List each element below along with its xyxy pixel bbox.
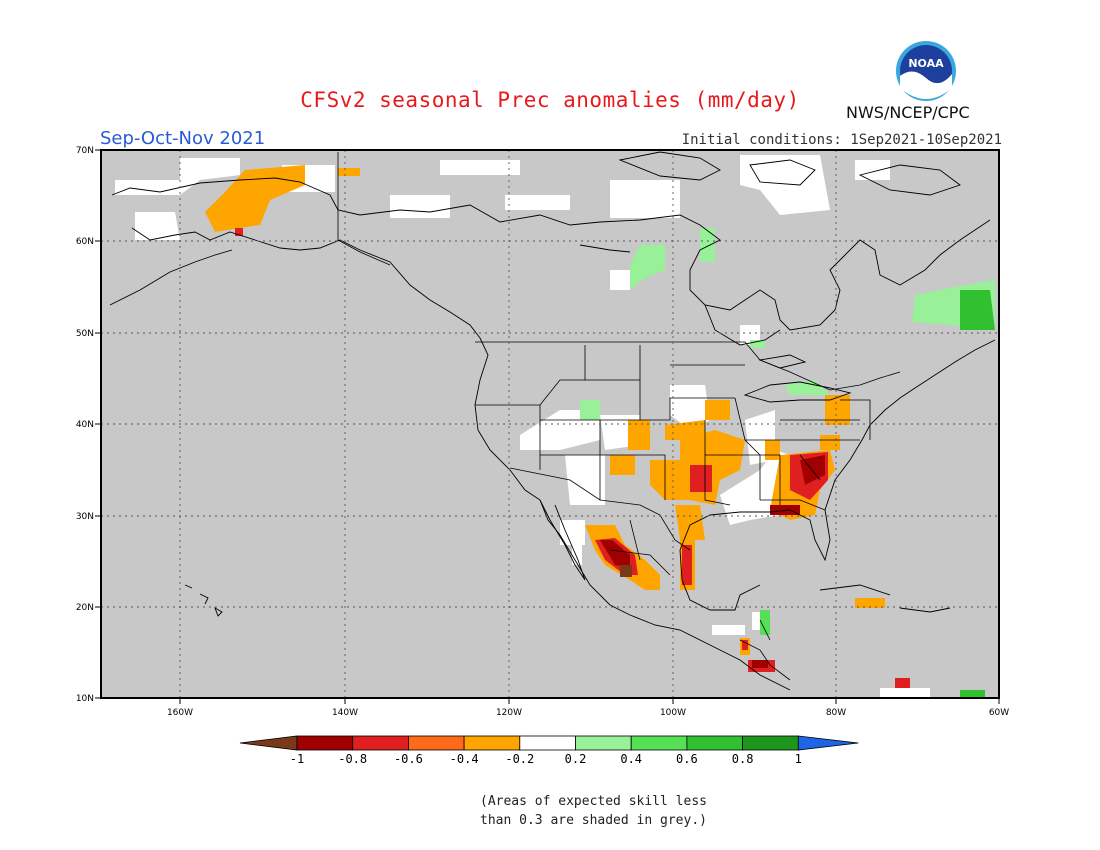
legend-swatch [630,735,688,751]
lat-label: 70N [76,146,94,156]
agency-label: NWS/NCEP/CPC [846,103,970,122]
legend-tick-label: 0.4 [620,752,642,766]
logo-text: NOAA [908,57,944,70]
anomaly-fields [115,155,995,698]
lon-label: 120W [496,708,522,718]
political-borders [337,152,901,681]
legend-swatch [352,735,409,751]
coastlines [109,151,996,691]
footnote-line-2: than 0.3 are shaded in grey.) [480,813,707,828]
legend-swatch [463,735,521,751]
legend-arrow-right [797,735,859,751]
lat-label: 50N [76,329,94,339]
lon-label: 140W [332,708,358,718]
lon-label: 160W [167,708,193,718]
legend-arrow-left [239,735,298,751]
lat-label: 60N [76,237,94,247]
lat-label: 40N [76,420,94,430]
longitude-labels: 160W 140W 120W 100W 80W 60W [167,708,1009,718]
noaa-logo-icon: NOAA [896,41,956,101]
legend-swatch [686,735,744,751]
legend-labels: -1 -0.8 -0.6 -0.4 -0.2 0.2 0.4 0.6 0.8 1 [290,752,802,766]
legend-swatch [407,735,465,751]
legend-tick-label: 0.8 [732,752,754,766]
lon-label: 60W [989,708,1009,718]
legend-tick-label: -0.2 [505,752,534,766]
lat-label: 30N [76,512,94,522]
legend-tick-label: 0.2 [565,752,587,766]
footnote-line-1: (Areas of expected skill less [480,794,707,809]
lat-label: 10N [76,694,94,704]
legend-swatch [575,735,632,751]
lat-label: 20N [76,603,94,613]
map-title: CFSv2 seasonal Prec anomalies (mm/day) [300,88,800,112]
legend-swatch [296,735,354,751]
footnote: (Areas of expected skill less than 0.3 a… [480,792,707,830]
legend-swatch [742,735,799,751]
legend-tick-label: -0.6 [394,752,423,766]
season-label: Sep-Oct-Nov 2021 [100,128,266,149]
graticule [101,150,999,698]
legend-tick-label: -1 [290,752,304,766]
legend-tick-label: -0.8 [338,752,367,766]
latitude-labels: 70N 60N 50N 40N 30N 20N 10N [76,146,94,704]
lon-label: 80W [826,708,846,718]
legend-swatch [519,735,576,751]
initial-conditions-label: Initial conditions: 1Sep2021-10Sep2021 [681,132,1002,148]
legend-tick-label: 0.6 [676,752,698,766]
map-ticks [95,149,1000,704]
legend-tick-label: -0.4 [450,752,479,766]
lon-label: 100W [660,708,686,718]
legend-tick-label: 1 [795,752,802,766]
legend-swatches [239,735,859,751]
